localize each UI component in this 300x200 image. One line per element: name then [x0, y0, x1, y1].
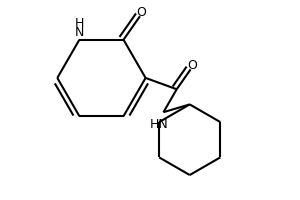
Text: O: O: [136, 6, 146, 19]
Text: N: N: [75, 26, 84, 39]
Text: H: H: [75, 17, 84, 30]
Text: HN: HN: [150, 118, 168, 131]
Text: O: O: [187, 59, 197, 72]
